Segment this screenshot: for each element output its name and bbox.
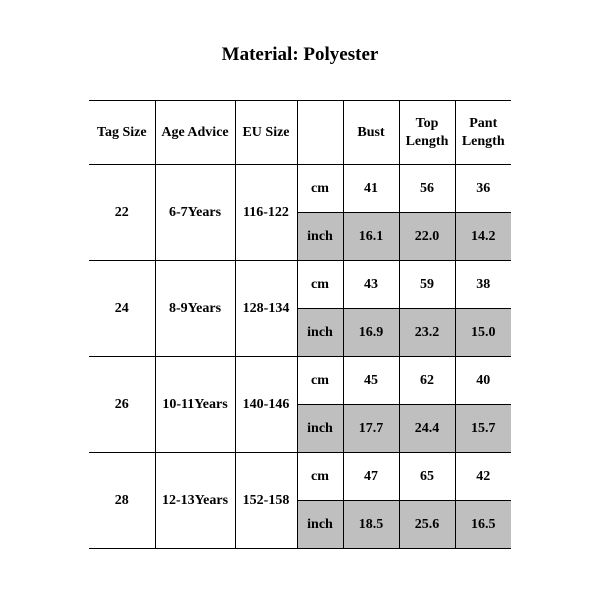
cell-tag: 24 bbox=[89, 261, 155, 357]
cell-eu: 116-122 bbox=[235, 165, 297, 261]
cell-pant-inch: 15.0 bbox=[455, 309, 511, 357]
col-tag-size: Tag Size bbox=[89, 101, 155, 165]
cell-tag: 26 bbox=[89, 357, 155, 453]
cell-pant-cm: 36 bbox=[455, 165, 511, 213]
cell-pant-cm: 40 bbox=[455, 357, 511, 405]
cell-unit-inch: inch bbox=[297, 405, 343, 453]
cell-age: 12-13Years bbox=[155, 453, 235, 549]
page: Material: Polyester Tag Size Age Advice … bbox=[0, 0, 600, 600]
cell-age: 6-7Years bbox=[155, 165, 235, 261]
cell-top-cm: 65 bbox=[399, 453, 455, 501]
cell-bust-cm: 43 bbox=[343, 261, 399, 309]
cell-top-inch: 23.2 bbox=[399, 309, 455, 357]
cell-top-inch: 25.6 bbox=[399, 501, 455, 549]
cell-pant-inch: 15.7 bbox=[455, 405, 511, 453]
cell-bust-inch: 16.9 bbox=[343, 309, 399, 357]
table-row: 24 8-9Years 128-134 cm 43 59 38 bbox=[89, 261, 511, 309]
cell-bust-cm: 47 bbox=[343, 453, 399, 501]
cell-unit-cm: cm bbox=[297, 357, 343, 405]
col-pant-length: Pant Length bbox=[455, 101, 511, 165]
cell-pant-cm: 38 bbox=[455, 261, 511, 309]
cell-unit-inch: inch bbox=[297, 501, 343, 549]
col-unit bbox=[297, 101, 343, 165]
cell-top-cm: 59 bbox=[399, 261, 455, 309]
cell-top-inch: 24.4 bbox=[399, 405, 455, 453]
cell-tag: 28 bbox=[89, 453, 155, 549]
cell-pant-cm: 42 bbox=[455, 453, 511, 501]
col-top-length: Top Length bbox=[399, 101, 455, 165]
table-row: 22 6-7Years 116-122 cm 41 56 36 bbox=[89, 165, 511, 213]
cell-unit-inch: inch bbox=[297, 213, 343, 261]
table-row: 26 10-11Years 140-146 cm 45 62 40 bbox=[89, 357, 511, 405]
cell-unit-cm: cm bbox=[297, 261, 343, 309]
cell-top-cm: 62 bbox=[399, 357, 455, 405]
cell-age: 8-9Years bbox=[155, 261, 235, 357]
table-row: 28 12-13Years 152-158 cm 47 65 42 bbox=[89, 453, 511, 501]
cell-eu: 152-158 bbox=[235, 453, 297, 549]
cell-bust-inch: 17.7 bbox=[343, 405, 399, 453]
cell-bust-cm: 41 bbox=[343, 165, 399, 213]
cell-unit-inch: inch bbox=[297, 309, 343, 357]
cell-bust-inch: 18.5 bbox=[343, 501, 399, 549]
col-age-advice: Age Advice bbox=[155, 101, 235, 165]
size-table: Tag Size Age Advice EU Size Bust Top Len… bbox=[89, 100, 511, 549]
cell-top-cm: 56 bbox=[399, 165, 455, 213]
cell-tag: 22 bbox=[89, 165, 155, 261]
cell-bust-cm: 45 bbox=[343, 357, 399, 405]
cell-bust-inch: 16.1 bbox=[343, 213, 399, 261]
cell-eu: 140-146 bbox=[235, 357, 297, 453]
col-bust: Bust bbox=[343, 101, 399, 165]
cell-pant-inch: 16.5 bbox=[455, 501, 511, 549]
table-header-row: Tag Size Age Advice EU Size Bust Top Len… bbox=[89, 101, 511, 165]
table-body: 22 6-7Years 116-122 cm 41 56 36 inch 16.… bbox=[89, 165, 511, 549]
cell-unit-cm: cm bbox=[297, 453, 343, 501]
col-eu-size: EU Size bbox=[235, 101, 297, 165]
cell-unit-cm: cm bbox=[297, 165, 343, 213]
cell-pant-inch: 14.2 bbox=[455, 213, 511, 261]
cell-age: 10-11Years bbox=[155, 357, 235, 453]
page-title: Material: Polyester bbox=[0, 44, 600, 66]
cell-eu: 128-134 bbox=[235, 261, 297, 357]
cell-top-inch: 22.0 bbox=[399, 213, 455, 261]
